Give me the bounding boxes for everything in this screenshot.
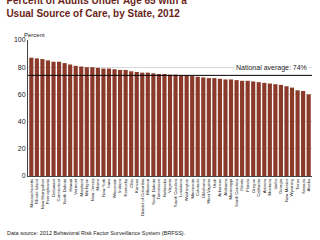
svg-text:Nevada: Nevada [301, 178, 306, 193]
svg-text:Washington: Washington [184, 178, 189, 201]
svg-text:Hawaii: Hawaii [68, 179, 73, 192]
svg-text:Alaska: Alaska [306, 178, 311, 192]
svg-text:Ohio: Ohio [129, 178, 134, 188]
svg-text:Missouri: Missouri [145, 179, 150, 195]
svg-text:Michigan: Michigan [84, 178, 89, 196]
svg-text:South Carolina: South Carolina [173, 178, 178, 207]
svg-text:Utah: Utah [212, 178, 217, 188]
svg-text:New Hampshire: New Hampshire [40, 178, 45, 209]
svg-text:40: 40 [18, 118, 26, 125]
svg-text:0: 0 [22, 172, 26, 179]
svg-text:Wisconsin: Wisconsin [112, 178, 117, 198]
svg-text:Texas: Texas [295, 179, 300, 190]
svg-text:Maine: Maine [95, 178, 100, 190]
svg-text:Idaho: Idaho [273, 178, 278, 189]
svg-text:Montana: Montana [267, 178, 272, 195]
svg-text:Florida: Florida [245, 178, 250, 192]
svg-text:North Carolina: North Carolina [234, 178, 239, 206]
svg-text:South Dakota: South Dakota [151, 178, 156, 205]
svg-text:District of Columbia: District of Columbia [140, 178, 145, 216]
svg-text:80: 80 [18, 64, 26, 71]
svg-text:Vermont: Vermont [73, 178, 78, 195]
svg-text:Oklahoma: Oklahoma [201, 178, 206, 198]
svg-text:100: 100 [14, 36, 26, 43]
svg-text:60: 60 [18, 91, 26, 98]
svg-text:Arkansas: Arkansas [217, 179, 222, 197]
svg-text:Maryland: Maryland [79, 178, 84, 196]
svg-text:Arizona: Arizona [262, 178, 267, 193]
svg-text:Delaware: Delaware [51, 178, 56, 197]
svg-text:Minnesota: Minnesota [190, 178, 195, 198]
svg-text:Indiana: Indiana [117, 178, 122, 193]
svg-text:Rhode Island: Rhode Island [34, 178, 39, 204]
svg-text:Tennessee: Tennessee [156, 178, 161, 199]
svg-text:New Mexico: New Mexico [284, 178, 289, 202]
svg-text:Illinois: Illinois [240, 179, 245, 191]
svg-text:Connecticut: Connecticut [56, 178, 61, 201]
svg-text:Data source: 2012 Behavioral R: Data source: 2012 Behavioral Risk Factor… [7, 230, 186, 236]
svg-text:New Jersey: New Jersey [90, 178, 95, 201]
svg-text:Louisiana: Louisiana [178, 178, 183, 197]
svg-text:Alabama: Alabama [223, 178, 228, 196]
svg-text:Mississippi: Mississippi [228, 179, 233, 200]
svg-text:20: 20 [18, 145, 26, 152]
svg-text:National average: 74%: National average: 74% [236, 64, 307, 72]
svg-text:Percent of Adults Under Age 65: Percent of Adults Under Age 65 with aUsu… [6, 0, 187, 19]
svg-text:Pennsylvania: Pennsylvania [45, 178, 50, 204]
svg-text:West Virginia: West Virginia [206, 178, 211, 204]
svg-text:Oregon: Oregon [251, 178, 256, 193]
svg-text:Nebraska: Nebraska [162, 178, 167, 197]
svg-text:Kentucky: Kentucky [123, 178, 128, 197]
svg-text:California: California [256, 178, 261, 197]
svg-text:Iowa: Iowa [106, 178, 111, 188]
svg-text:Wyoming: Wyoming [289, 178, 294, 196]
svg-text:Virginia: Virginia [167, 178, 172, 193]
svg-text:Colorado: Colorado [195, 178, 200, 196]
svg-text:Percent: Percent [24, 32, 45, 38]
svg-text:New York: New York [101, 178, 106, 197]
svg-text:North Dakota: North Dakota [62, 178, 67, 204]
svg-text:Massachusetts: Massachusetts [29, 179, 34, 208]
svg-text:Kansas: Kansas [134, 179, 139, 193]
svg-text:Georgia: Georgia [278, 178, 283, 194]
